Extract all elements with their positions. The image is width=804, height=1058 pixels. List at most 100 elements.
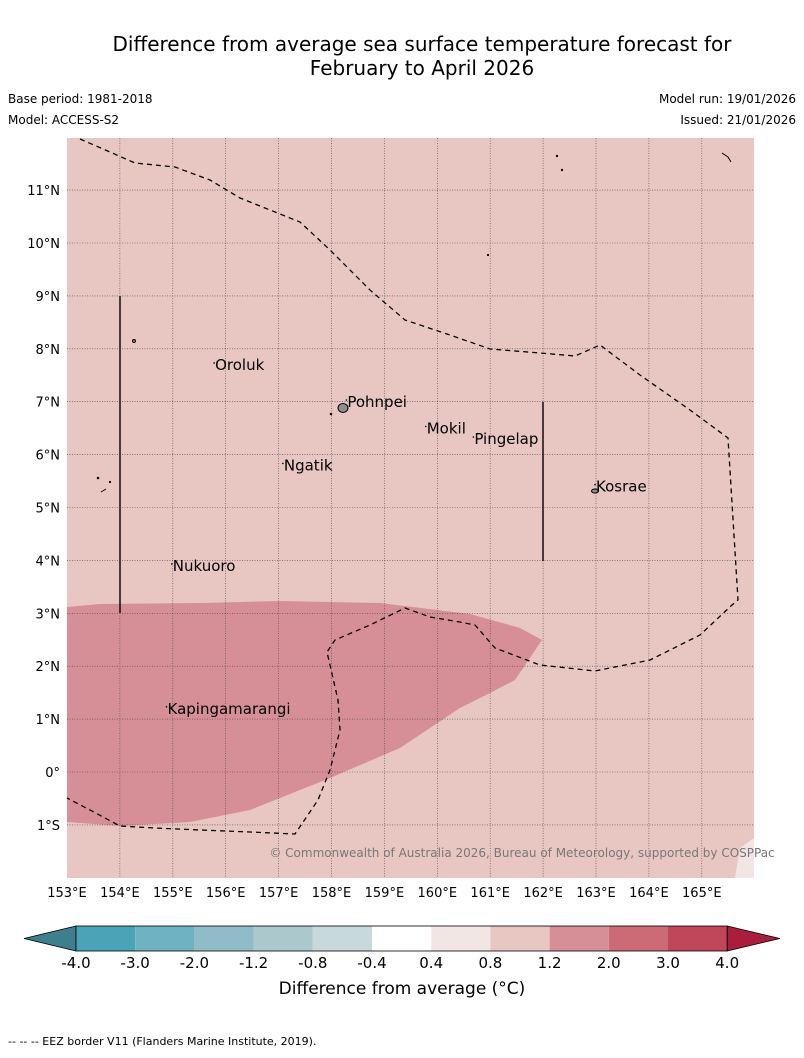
colorbar-bin [431, 926, 491, 951]
gridlines [67, 138, 754, 878]
latitude-label: 0° [45, 766, 60, 781]
longitude-label: 159°E [365, 886, 405, 901]
longitude-label: 160°E [418, 886, 458, 901]
longitude-label: 156°E [206, 886, 246, 901]
latitude-label: 10°N [27, 237, 60, 252]
colorbar-tick-label: -0.8 [298, 954, 327, 972]
place-marker [594, 483, 596, 486]
colorbar-tick-label: 4.0 [715, 954, 739, 972]
colorbar-bin [372, 926, 432, 951]
copyright-notice: © Commonwealth of Australia 2026, Bureau… [269, 846, 774, 860]
map-frame [67, 138, 754, 878]
eez-footnote: -- -- -- EEZ border V11 (Flanders Marine… [8, 1035, 317, 1048]
colorbar-tick-label: 0.4 [419, 954, 443, 972]
colorbar-bin [194, 926, 254, 951]
place-marker [213, 362, 215, 364]
latitude-label: 4°N [36, 554, 61, 569]
longitude-label: 157°E [259, 886, 299, 901]
longitude-label: 163°E [576, 886, 616, 901]
small-island [721, 152, 732, 163]
base-period: Base period: 1981-2018 [8, 92, 153, 106]
longitude-label: 164°E [629, 886, 669, 901]
latitude-label: 8°N [36, 343, 61, 358]
place-label: Pingelap [474, 430, 538, 448]
issued-date: Issued: 21/01/2026 [680, 113, 796, 127]
colorbar-tick-label: 1.2 [538, 954, 562, 972]
latitude-label: 5°N [36, 502, 61, 517]
title-line-2: February to April 2026 [309, 56, 535, 80]
latitude-label: 6°N [36, 449, 61, 464]
warm-anomaly-region [67, 601, 542, 826]
model-name: Model: ACCESS-S2 [8, 113, 120, 127]
colorbar-bin [76, 926, 136, 951]
place-marker [282, 462, 284, 465]
colorbar-bins [23, 925, 781, 952]
colorbar-extend-low [23, 925, 77, 952]
colorbar-tick-label: 3.0 [656, 954, 680, 972]
islands [96, 152, 732, 494]
place-labels: Oroluk Pohnpei Mokil Pingelap Ngatik Kosrae Nu… [165, 356, 647, 718]
place-marker [171, 563, 173, 565]
eez-borders [66, 138, 739, 835]
colorbar-bin [608, 926, 668, 951]
map: Oroluk Pohnpei Mokil Pingelap Ngatik Kosrae Nu… [27, 138, 775, 901]
small-island [132, 339, 136, 343]
place-label: Kosrae [596, 478, 647, 496]
colorbar-bin [253, 926, 313, 951]
small-island [329, 412, 333, 416]
place-label: Nukuoro [173, 557, 236, 575]
colorbar-tick-label: -0.4 [357, 954, 386, 972]
place-label: Ngatik [284, 456, 333, 474]
small-island [96, 476, 100, 480]
latitude-labels: 11°N 10°N 9°N 8°N 7°N 6°N 5°N 4°N 3°N 2°N 1°N 0° 1°S [27, 184, 60, 834]
place-label: Mokil [427, 419, 466, 437]
small-island [486, 253, 490, 257]
longitude-label: 153°E [47, 886, 87, 901]
colorbar-label: Difference from average (°C) [278, 979, 526, 999]
kosrae-island [591, 488, 599, 494]
colorbar-bin [490, 926, 550, 951]
colorbar-tick-label: 2.0 [597, 954, 621, 972]
small-island [100, 488, 107, 493]
title-line-1: Difference from average sea surface temp… [112, 32, 732, 56]
small-island [560, 168, 564, 172]
longitude-label: 162°E [523, 886, 563, 901]
small-island [108, 480, 112, 484]
colorbar-tick-label: -1.2 [239, 954, 268, 972]
longitude-label: 165°E [682, 886, 722, 901]
colorbar-tick-label: -4.0 [61, 954, 90, 972]
longitude-label: 155°E [153, 886, 193, 901]
longitude-label: 161°E [470, 886, 510, 901]
cool-corner [735, 838, 754, 878]
colorbar-outline [75, 925, 728, 952]
latitude-label: 7°N [36, 396, 61, 411]
longitude-label: 154°E [100, 886, 140, 901]
latitude-label: 2°N [36, 660, 61, 675]
colorbar-bin [312, 926, 372, 951]
pohnpei-island [337, 403, 349, 413]
colorbar: -4.0 -3.0 -2.0 -1.2 -0.8 -0.4 0.4 0.8 1.2 2.0 3.0 4… [23, 925, 781, 972]
place-label: Oroluk [215, 356, 264, 374]
place-label: Pohnpei [347, 393, 407, 411]
place-label: Kapingamarangi [168, 700, 291, 718]
colorbar-extend-high [726, 925, 781, 952]
place-marker [345, 399, 348, 401]
place-marker [472, 436, 475, 438]
latitude-label: 1°N [36, 713, 61, 728]
small-island [555, 154, 559, 158]
place-marker [424, 425, 427, 428]
model-run: Model run: 19/01/2026 [658, 92, 796, 106]
eez-border-north [66, 138, 739, 835]
chart-title: Difference from average sea surface temp… [60, 32, 784, 80]
colorbar-bin [135, 926, 195, 951]
latitude-label: 3°N [36, 607, 61, 622]
colorbar-ticks: -4.0 -3.0 -2.0 -1.2 -0.8 -0.4 0.4 0.8 1.2 2.0 3.0 4… [61, 954, 739, 972]
colorbar-tick-label: -3.0 [121, 954, 150, 972]
latitude-label: 9°N [36, 290, 61, 305]
colorbar-bin [668, 926, 728, 951]
colorbar-tick-label: 0.8 [478, 954, 502, 972]
colorbar-bin [549, 926, 609, 951]
place-marker [165, 706, 168, 708]
latitude-label: 1°S [37, 819, 60, 834]
meridian-lines [119, 296, 544, 613]
